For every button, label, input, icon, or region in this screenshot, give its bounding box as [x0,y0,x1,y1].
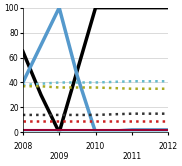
Text: 2010: 2010 [86,142,105,151]
Text: 2011: 2011 [122,152,141,161]
Text: 2008: 2008 [13,142,32,151]
Text: 2009: 2009 [50,152,69,161]
Text: 2012: 2012 [159,142,178,151]
